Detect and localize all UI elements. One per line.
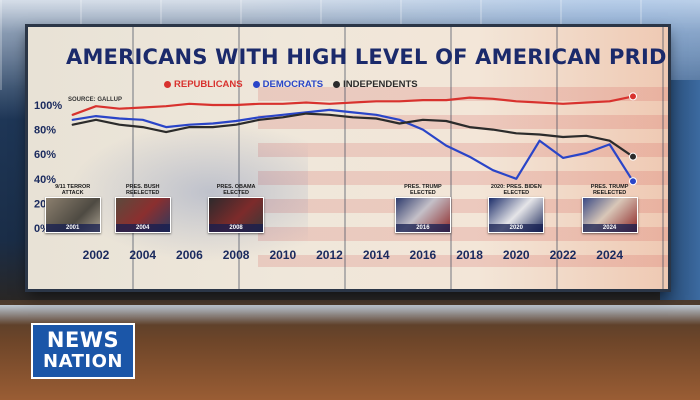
legend-dot-republicans — [164, 80, 171, 88]
event-photo: 2020 — [488, 197, 545, 233]
event-card: PRES. BUSH REELECTED 2004 — [114, 184, 171, 233]
event-caption: PRES. BUSH REELECTED — [125, 184, 160, 196]
flag-stripes-background — [258, 87, 668, 267]
event-caption: PRES. TRUMP ELECTED — [404, 184, 442, 196]
event-card: PRES. OBAMA ELECTED 2008 — [208, 184, 265, 233]
series-line-republicans — [71, 95, 635, 116]
event-card: 9/11 TERROR ATTACK 2001 — [44, 184, 101, 233]
x-tick-label: 2022 — [550, 248, 577, 262]
legend-label-democrats: DEMOCRATS — [262, 78, 324, 90]
x-tick-label: 2010 — [269, 248, 296, 262]
event-photo: 2024 — [581, 197, 638, 233]
x-tick-label: 2016 — [410, 248, 437, 262]
event-caption: PRES. TRUMP REELECTED — [590, 184, 629, 196]
legend-label-independents: INDEPENDENTS — [343, 78, 418, 90]
event-year-label: 2001 — [45, 224, 100, 232]
event-card: 2020: PRES. BIDEN ELECTED 2020 — [488, 184, 545, 233]
chart-title: AMERICANS WITH HIGH LEVEL OF AMERICAN PR… — [66, 45, 668, 69]
x-tick-label: 2020 — [503, 248, 530, 262]
chart-legend: REPUBLICANS DEMOCRATS INDEPENDENTS — [164, 77, 418, 91]
event-caption: 9/11 TERROR ATTACK — [55, 184, 91, 196]
event-year-label: 2008 — [209, 224, 264, 232]
event-caption: PRES. OBAMA ELECTED — [216, 184, 256, 196]
legend-item-independents: INDEPENDENTS — [333, 78, 418, 90]
event-photo: 2001 — [44, 197, 101, 233]
event-year-label: 2020 — [489, 224, 544, 232]
series-line-democrats — [71, 108, 635, 183]
legend-label-republicans: REPUBLICANS — [174, 78, 243, 90]
event-photo: 2016 — [394, 197, 451, 233]
event-caption: 2020: PRES. BIDEN ELECTED — [490, 184, 542, 196]
series-line-independents — [71, 112, 635, 158]
legend-item-democrats: DEMOCRATS — [252, 78, 324, 90]
legend-dot-democrats — [252, 80, 260, 88]
chart-board: AMERICANS WITH HIGH LEVEL OF AMERICAN PR… — [28, 27, 668, 289]
event-photo: 2004 — [114, 197, 171, 233]
event-year-label: 2016 — [395, 224, 450, 232]
flag-canton-background — [68, 122, 308, 262]
x-tick-label: 2012 — [316, 248, 343, 262]
series-endpoint-republicans — [628, 92, 637, 101]
x-tick-label: 2024 — [596, 248, 623, 262]
floor-reflection — [0, 305, 700, 325]
y-tick-label: 40% — [34, 174, 56, 186]
line-chart: 0%20%40%60%80%100%2002200420062008201020… — [34, 92, 637, 262]
event-card: PRES. TRUMP ELECTED 2016 — [394, 184, 451, 233]
y-tick-label: 100% — [34, 100, 62, 112]
legend-item-republicans: REPUBLICANS — [164, 79, 243, 90]
series-endpoint-democrats — [628, 177, 637, 186]
y-tick-label: 80% — [34, 125, 56, 137]
x-tick-label: 2014 — [363, 248, 390, 262]
legend-dot-independents — [333, 80, 341, 88]
x-tick-label: 2018 — [456, 248, 483, 262]
logo-line-news: NEWS — [46, 328, 120, 352]
x-tick-label: 2006 — [176, 248, 203, 262]
chart-source: SOURCE: GALLUP — [68, 97, 122, 103]
series-endpoint-independents — [628, 152, 637, 161]
event-year-label: 2024 — [582, 224, 637, 232]
logo-line-nation: NATION — [43, 351, 123, 372]
event-card: PRES. TRUMP REELECTED 2024 — [581, 184, 638, 233]
x-tick-label: 2002 — [83, 248, 110, 262]
news-nation-logo: NEWS NATION — [31, 323, 135, 379]
x-tick-label: 2004 — [129, 248, 156, 262]
event-year-label: 2004 — [115, 224, 170, 232]
y-tick-label: 60% — [34, 149, 56, 161]
x-tick-label: 2008 — [223, 248, 250, 262]
event-photo: 2008 — [208, 197, 265, 233]
